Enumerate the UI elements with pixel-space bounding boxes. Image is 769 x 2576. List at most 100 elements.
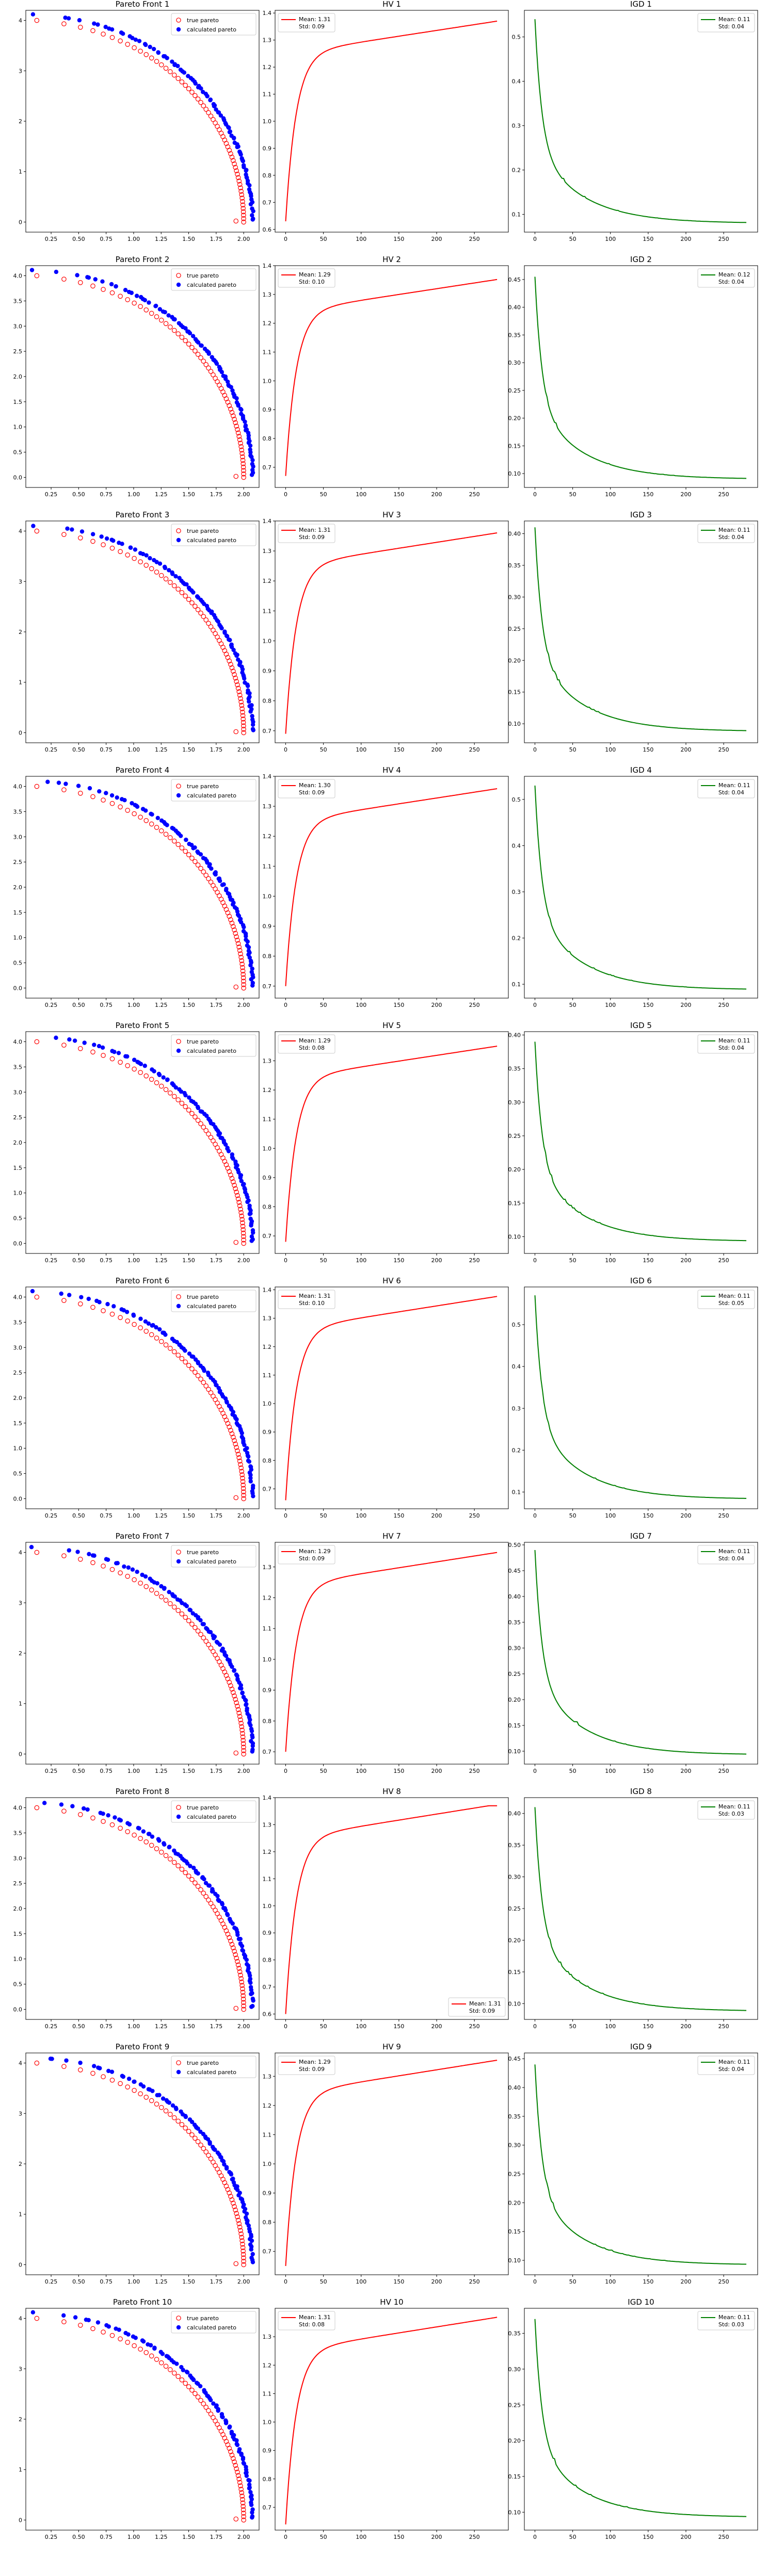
x-tick-label: 1.50 bbox=[182, 2278, 195, 2285]
calculated-pareto-point bbox=[153, 303, 158, 308]
true-pareto-point bbox=[138, 814, 143, 820]
true-pareto-point bbox=[206, 110, 211, 116]
calculated-pareto-point bbox=[97, 1044, 102, 1049]
axes-frame bbox=[524, 1286, 758, 1509]
legend-marker-true bbox=[176, 1805, 181, 1810]
calculated-pareto-point bbox=[155, 2093, 159, 2097]
true-pareto-point bbox=[234, 2211, 239, 2216]
calculated-pareto-point bbox=[250, 467, 255, 472]
chart-title: Pareto Front 2 bbox=[116, 255, 170, 264]
calculated-pareto-point bbox=[210, 2144, 215, 2149]
y-tick-label: 2 bbox=[19, 629, 22, 635]
axes-frame bbox=[275, 520, 509, 743]
calculated-pareto-point bbox=[177, 1087, 182, 1092]
x-tick-label: 250 bbox=[469, 491, 480, 498]
y-tick-label: 3.5 bbox=[13, 1319, 23, 1326]
x-tick-label: 150 bbox=[643, 2023, 653, 2030]
legend-label-true: true pareto bbox=[187, 1549, 219, 1556]
pareto-chart: Pareto Front 50.25 0.50 0.75 1.00 1.25 1.50 1.… bbox=[13, 1021, 260, 1264]
series-line bbox=[285, 1296, 498, 1501]
calculated-pareto-point bbox=[96, 2065, 101, 2070]
legend-std: Std: 0.09 bbox=[299, 789, 325, 796]
x-tick-label: 0.50 bbox=[72, 746, 85, 753]
y-tick-label: 2.0 bbox=[13, 373, 23, 380]
axes-frame bbox=[275, 1031, 509, 1254]
calculated-pareto-point bbox=[77, 18, 82, 23]
true-pareto-point bbox=[101, 1563, 106, 1569]
calculated-pareto-point bbox=[150, 1834, 155, 1839]
pareto-chart: Pareto Front 40.25 0.50 0.75 1.00 1.25 1.50 1.… bbox=[13, 765, 260, 1008]
x-tick-label: 150 bbox=[643, 746, 653, 753]
true-pareto-point bbox=[208, 1390, 214, 1395]
y-tick-label: 0.40 bbox=[508, 1811, 521, 1817]
calculated-pareto-point bbox=[178, 67, 183, 72]
true-pareto-point bbox=[235, 2473, 241, 2479]
y-tick-label: 0.45 bbox=[508, 2056, 521, 2062]
true-pareto-point bbox=[125, 2084, 130, 2090]
true-pareto-point bbox=[208, 369, 214, 374]
x-tick-label: 1.75 bbox=[210, 1512, 223, 1519]
true-pareto-point bbox=[189, 1621, 195, 1627]
true-pareto-point bbox=[189, 345, 195, 350]
true-pareto-point bbox=[238, 1465, 244, 1471]
x-tick-label: 100 bbox=[356, 236, 366, 242]
calculated-pareto-point bbox=[147, 1832, 152, 1836]
y-tick-label: 0.15 bbox=[508, 443, 521, 449]
calculated-pareto-point bbox=[148, 1576, 152, 1581]
true-pareto-point bbox=[208, 879, 214, 885]
calculated-pareto-point bbox=[193, 845, 197, 850]
y-tick-label: 2.5 bbox=[13, 1880, 23, 1887]
y-tick-label: 0.8 bbox=[263, 2219, 272, 2226]
igd-chart: IGD 80 50 100 150 200 2500.100.150.200.250.30… bbox=[508, 1787, 758, 2030]
calculated-pareto-point bbox=[63, 781, 68, 786]
legend-mean: Mean: 0.11 bbox=[718, 1548, 750, 1555]
true-pareto-point bbox=[171, 1604, 177, 1610]
true-pareto-point bbox=[143, 52, 149, 57]
true-pareto-point bbox=[149, 2098, 154, 2104]
true-pareto-point bbox=[234, 1189, 239, 1195]
calculated-pareto-point bbox=[100, 1045, 105, 1050]
legend-std: Std: 0.04 bbox=[718, 1045, 744, 1051]
y-tick-label: 0.5 bbox=[512, 796, 521, 803]
x-tick-label: 50 bbox=[569, 1512, 576, 1519]
chart-title: IGD 5 bbox=[630, 1021, 652, 1030]
calculated-pareto-point bbox=[164, 2098, 169, 2102]
true-pareto-point bbox=[228, 1428, 233, 1433]
calculated-pareto-point bbox=[161, 1330, 165, 1335]
x-tick-label: 50 bbox=[569, 491, 576, 498]
calculated-pareto-point bbox=[206, 1117, 211, 1121]
calculated-pareto-point bbox=[230, 1152, 235, 1157]
calculated-pareto-point bbox=[249, 703, 254, 708]
y-tick-label: 0.3 bbox=[512, 123, 521, 129]
calculated-pareto-point bbox=[152, 558, 156, 563]
true-pareto-point bbox=[158, 573, 164, 578]
x-tick-label: 200 bbox=[681, 1512, 692, 1519]
true-pareto-point bbox=[132, 556, 137, 561]
true-pareto-point bbox=[241, 1241, 246, 1246]
y-tick-label: 0.5 bbox=[512, 34, 521, 41]
y-tick-label: 3.5 bbox=[13, 298, 23, 304]
true-pareto-point bbox=[203, 1639, 209, 1644]
true-pareto-point bbox=[241, 730, 246, 736]
calculated-pareto-point bbox=[167, 568, 171, 573]
axes-frame bbox=[275, 1797, 509, 2020]
x-tick-label: 1.00 bbox=[127, 1257, 140, 1264]
true-pareto-point bbox=[163, 1597, 169, 1603]
true-pareto-point bbox=[189, 1366, 195, 1372]
x-tick-label: 0 bbox=[284, 236, 287, 242]
y-tick-label: 0.9 bbox=[263, 1175, 272, 1181]
y-tick-label: 1.1 bbox=[263, 2131, 272, 2138]
calculated-pareto-point bbox=[250, 1489, 255, 1494]
calculated-pareto-point bbox=[193, 1357, 198, 1362]
y-tick-label: 0.1 bbox=[512, 1489, 521, 1496]
x-tick-label: 250 bbox=[718, 1512, 729, 1519]
true-pareto-point bbox=[195, 96, 201, 102]
true-pareto-point bbox=[195, 1373, 201, 1378]
y-tick-label: 0.5 bbox=[512, 1322, 521, 1328]
true-pareto-point bbox=[240, 1475, 245, 1481]
legend-box bbox=[171, 1290, 257, 1312]
true-pareto-point bbox=[211, 2159, 216, 2165]
legend-mean: Mean: 0.11 bbox=[718, 1037, 750, 1044]
true-pareto-point bbox=[241, 1741, 246, 1747]
x-tick-label: 100 bbox=[356, 2534, 366, 2540]
